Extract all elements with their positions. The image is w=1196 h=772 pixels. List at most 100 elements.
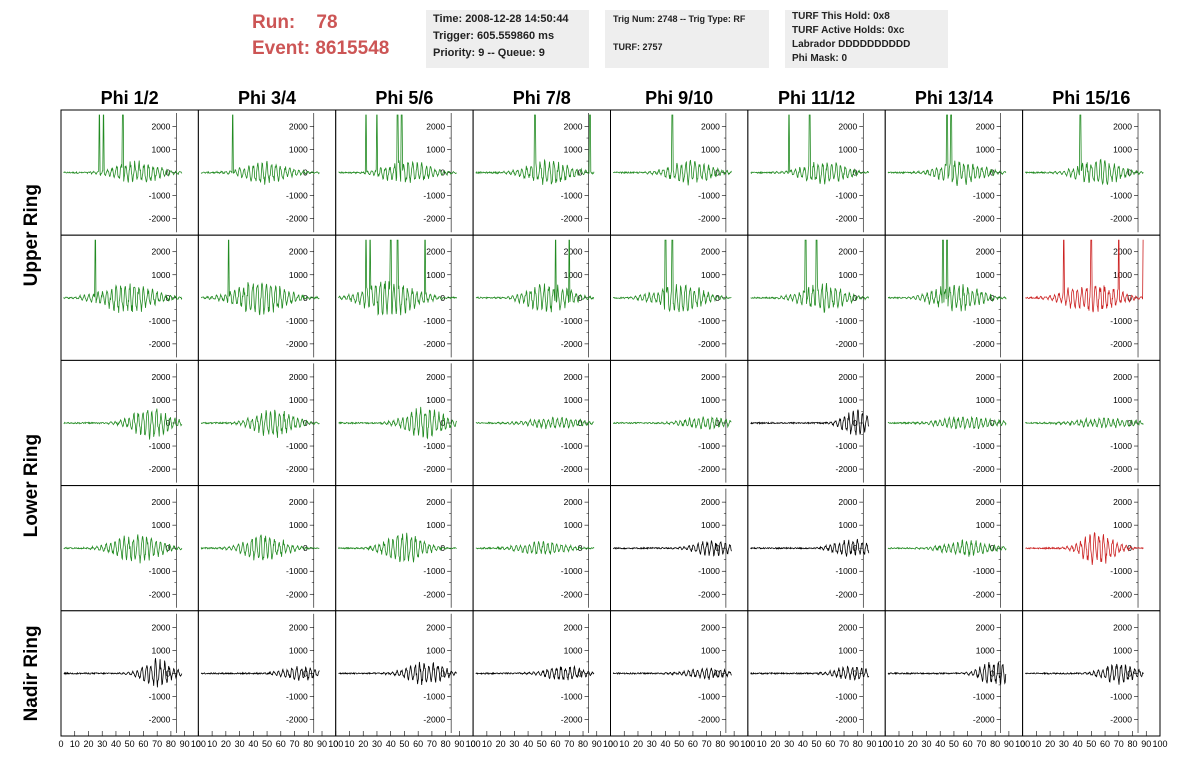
y-tick-label: 2000 <box>289 122 308 132</box>
x-tick-label: 90 <box>1141 739 1151 749</box>
x-tick-label: 0 <box>745 739 750 749</box>
y-tick-label: 2000 <box>701 497 720 507</box>
x-tick-label: 90 <box>317 739 327 749</box>
y-tick-label: -1000 <box>836 566 858 576</box>
y-tick-label: -2000 <box>836 214 858 224</box>
x-tick-label: 0 <box>1020 739 1025 749</box>
waveform-trace <box>887 239 1007 312</box>
x-tick-label: 70 <box>564 739 574 749</box>
column-header: Phi 9/10 <box>645 88 713 108</box>
waveform-trace <box>750 538 870 557</box>
y-tick-label: 2000 <box>151 497 170 507</box>
waveform-trace <box>200 239 320 316</box>
y-tick-label: -1000 <box>698 441 720 451</box>
y-tick-label: 1000 <box>151 520 170 530</box>
y-tick-label: -1000 <box>973 566 995 576</box>
waveform-trace <box>750 409 870 436</box>
waveform-trace <box>200 665 320 681</box>
run-line: Run: 78 <box>252 10 389 36</box>
y-tick-label: 0 <box>1127 168 1132 178</box>
x-tick-label: 100 <box>191 739 206 749</box>
x-tick-label: 10 <box>894 739 904 749</box>
y-tick-label: 0 <box>715 168 720 178</box>
x-tick-label: 100 <box>328 739 343 749</box>
y-tick-label: 0 <box>1127 668 1132 678</box>
y-tick-label: 1000 <box>151 270 170 280</box>
x-tick-label: 40 <box>386 739 396 749</box>
y-tick-label: 1000 <box>838 270 857 280</box>
y-tick-label: 1000 <box>1113 395 1132 405</box>
y-tick-label: 2000 <box>426 372 445 382</box>
x-tick-label: 80 <box>441 739 451 749</box>
y-tick-label: -1000 <box>286 441 308 451</box>
priority-queue-text: Priority: 9 -- Queue: 9 <box>433 47 545 59</box>
waveform-trace <box>475 416 595 430</box>
y-tick-label: 1000 <box>289 145 308 155</box>
y-tick-label: 2000 <box>976 372 995 382</box>
y-tick-label: -1000 <box>423 316 445 326</box>
y-tick-label: -2000 <box>836 714 858 724</box>
x-tick-label: 80 <box>715 739 725 749</box>
y-tick-label: 0 <box>303 168 308 178</box>
x-tick-label: 20 <box>908 739 918 749</box>
y-tick-label: -1000 <box>286 566 308 576</box>
waveform-trace <box>201 409 320 438</box>
waveform-trace <box>887 415 1007 431</box>
y-tick-label: -2000 <box>286 214 308 224</box>
y-tick-label: 2000 <box>1113 247 1132 257</box>
x-tick-label: 30 <box>647 739 657 749</box>
y-tick-label: -1000 <box>973 191 995 201</box>
x-tick-label: 0 <box>608 739 613 749</box>
labrador-text: Labrador DDDDDDDDDD <box>792 39 911 50</box>
waveform-trace <box>612 667 732 680</box>
x-tick-label: 70 <box>427 739 437 749</box>
x-tick-label: 20 <box>633 739 643 749</box>
y-tick-label: 0 <box>578 418 583 428</box>
y-tick-label: 0 <box>990 418 995 428</box>
x-tick-label: 60 <box>276 739 286 749</box>
y-tick-label: 2000 <box>151 622 170 632</box>
y-tick-label: -1000 <box>836 441 858 451</box>
y-tick-label: -2000 <box>149 714 171 724</box>
x-tick-label: 20 <box>358 739 368 749</box>
phi-mask-text: Phi Mask: 0 <box>792 53 848 64</box>
y-tick-label: -2000 <box>1110 214 1132 224</box>
y-tick-label: 1000 <box>426 270 445 280</box>
x-tick-label: 40 <box>798 739 808 749</box>
x-tick-label: 50 <box>537 739 547 749</box>
y-tick-label: 0 <box>303 293 308 303</box>
y-tick-label: 1000 <box>564 520 583 530</box>
y-tick-label: -2000 <box>973 714 995 724</box>
y-tick-label: 2000 <box>564 122 583 132</box>
x-tick-label: 0 <box>471 739 476 749</box>
column-header: Phi 13/14 <box>915 88 993 108</box>
waveform-trace <box>63 534 183 564</box>
x-tick-label: 80 <box>853 739 863 749</box>
waveform-trace <box>63 408 183 440</box>
waveform-trace <box>1025 416 1144 429</box>
x-tick-label: 60 <box>688 739 698 749</box>
x-tick-label: 40 <box>248 739 258 749</box>
y-tick-label: -1000 <box>423 691 445 701</box>
x-tick-label: 40 <box>111 739 121 749</box>
turf-hold-box: TURF This Hold: 0x8 TURF Active Holds: 0… <box>785 10 948 68</box>
y-tick-label: -1000 <box>698 191 720 201</box>
y-tick-label: 1000 <box>976 645 995 655</box>
y-tick-label: -1000 <box>149 191 171 201</box>
y-tick-label: 1000 <box>1113 145 1132 155</box>
y-tick-label: 1000 <box>976 145 995 155</box>
x-tick-label: 30 <box>372 739 382 749</box>
y-tick-label: -2000 <box>836 464 858 474</box>
y-tick-label: 1000 <box>289 270 308 280</box>
column-header: Phi 5/6 <box>375 88 433 108</box>
y-tick-label: -2000 <box>286 339 308 349</box>
y-tick-label: 1000 <box>289 645 308 655</box>
y-tick-label: 2000 <box>1113 497 1132 507</box>
x-tick-label: 50 <box>399 739 409 749</box>
y-tick-label: 2000 <box>701 372 720 382</box>
x-tick-label: 90 <box>592 739 602 749</box>
ring-label: Upper Ring <box>21 184 42 286</box>
y-tick-label: 1000 <box>701 645 720 655</box>
waveform-trace <box>1025 531 1144 565</box>
